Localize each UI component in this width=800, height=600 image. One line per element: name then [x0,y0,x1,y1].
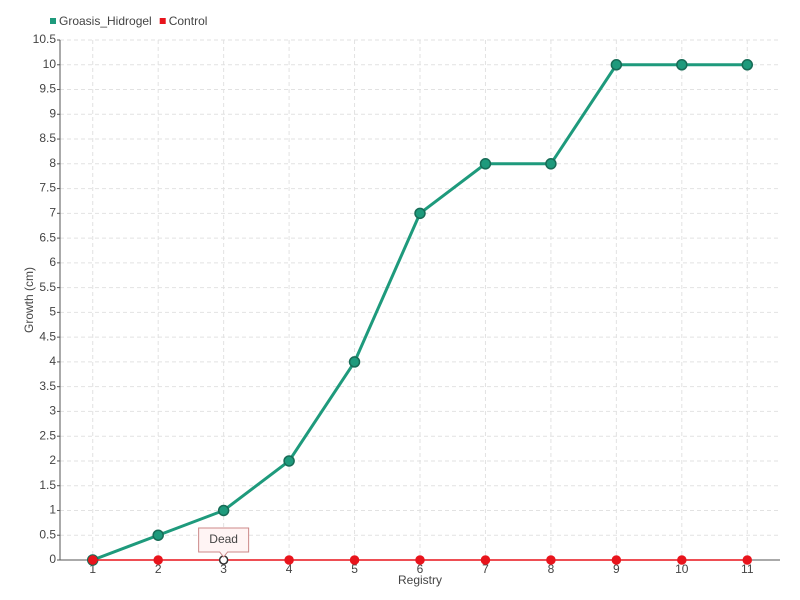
y-tick-label: 2 [49,453,56,467]
data-point [480,555,491,565]
data-point [741,59,754,71]
annotation-text: Dead [209,532,238,546]
legend-label: Groasis_Hidrogel [59,14,152,28]
y-tick-label: 0 [49,552,56,566]
data-point [284,555,294,565]
y-tick-label: 9.5 [39,82,56,96]
x-tick-label: 6 [417,562,424,576]
x-tick-label: 1 [89,562,96,576]
data-point [87,555,98,565]
legend-label: Control [169,14,208,28]
y-tick-label: 6.5 [39,230,56,244]
data-point [415,555,425,565]
data-point [153,555,163,565]
data-point [676,59,688,71]
y-tick-label: 8 [49,156,56,170]
x-tick-label: 2 [155,562,162,576]
data-point [545,158,557,170]
x-tick-label: 9 [613,562,620,576]
y-tick-label: 4.5 [39,329,56,343]
y-tick-label: 5.5 [39,280,56,294]
data-point [152,529,164,541]
x-tick-label: 7 [482,562,489,576]
x-tick-label: 8 [548,562,555,576]
data-point [348,356,361,368]
y-tick-label: 4 [49,354,56,368]
y-tick-label: 3.5 [39,379,56,393]
y-tick-label: 10.5 [33,32,57,46]
data-point [217,504,230,517]
data-point [610,59,623,71]
data-point [677,555,687,565]
legend-swatch [159,18,166,24]
data-point [479,158,492,170]
y-tick-label: 6 [49,255,56,269]
data-point [349,555,360,565]
legend-swatch [50,18,56,24]
x-axis-label: Registry [398,573,442,587]
y-tick-label: 2.5 [39,428,56,442]
y-tick-label: 1 [49,503,56,517]
y-tick-label: 7 [49,206,56,220]
data-point [742,555,753,565]
data-point [414,207,426,220]
data-point [611,555,622,565]
data-point [546,555,556,565]
x-tick-label: 3 [220,562,227,576]
y-tick-label: 7.5 [39,181,56,195]
y-axis-label: Growth (cm) [22,267,36,333]
data-point [283,455,295,467]
x-tick-label: 11 [741,562,754,576]
x-tick-label: 4 [286,562,293,576]
y-tick-label: 3 [49,404,56,418]
y-tick-label: 9 [49,106,56,120]
x-tick-label: 10 [675,562,689,576]
y-tick-label: 10 [43,57,57,71]
annotation-box [198,527,250,558]
y-tick-label: 1.5 [39,478,56,492]
y-tick-label: 5 [49,305,56,319]
x-tick-label: 5 [351,562,358,576]
y-tick-label: 8.5 [39,131,56,145]
y-tick-label: 0.5 [39,527,56,541]
